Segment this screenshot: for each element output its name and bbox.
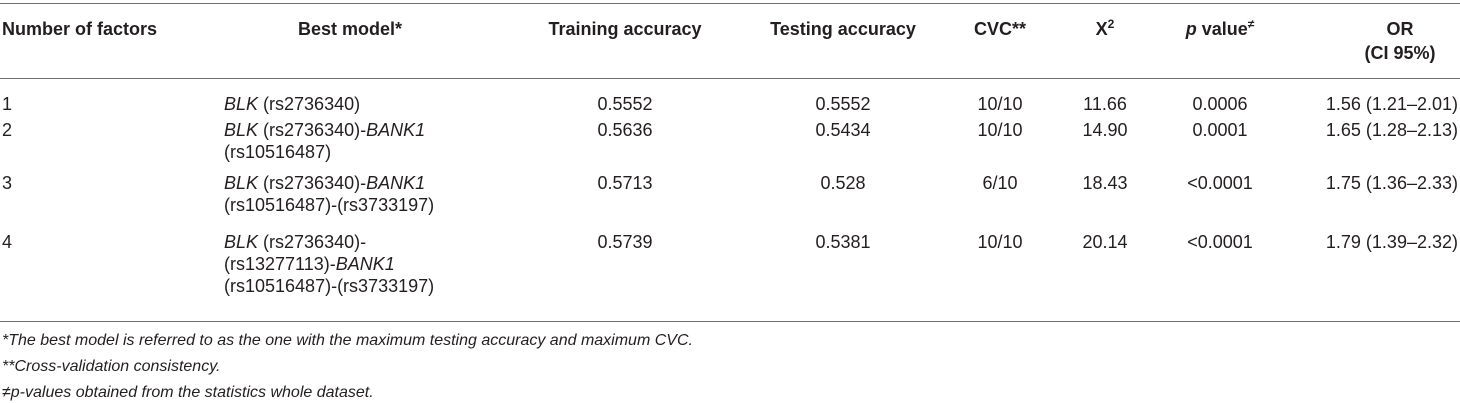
- table-top-rule: [0, 3, 1460, 4]
- row-4-model: BLK (rs2736340)- (rs13277113)-BANK1 (rs1…: [224, 232, 435, 296]
- header-cvc: CVC**: [973, 19, 1026, 39]
- row-1-or: 1.56 (1.21–2.01): [1325, 94, 1458, 114]
- header-chi-square: X2: [1095, 17, 1115, 39]
- row-1-p: 0.0006: [1192, 94, 1248, 114]
- row-2-chi: 14.90: [1082, 120, 1128, 140]
- footnote-best-model: *The best model is referred to as the on…: [2, 332, 693, 349]
- row-1-model: BLK (rs2736340): [224, 94, 361, 114]
- header-p-value: p value≠: [1185, 17, 1255, 39]
- row-2-cvc: 10/10: [977, 120, 1023, 140]
- header-training-accuracy: Training accuracy: [548, 19, 702, 39]
- row-4-testing: 0.5381: [815, 232, 871, 252]
- row-1-cvc: 10/10: [977, 94, 1023, 114]
- footnote-p-value: ≠p-values obtained from the statistics w…: [2, 384, 374, 401]
- row-1-factors: 1: [2, 94, 13, 114]
- row-4-chi: 20.14: [1082, 232, 1128, 252]
- row-3-training: 0.5713: [597, 173, 653, 193]
- row-3-factors: 3: [2, 173, 13, 193]
- row-2-model: BLK (rs2736340)-BANK1 (rs10516487): [224, 120, 426, 162]
- row-3-model: BLK (rs2736340)-BANK1 (rs10516487)-(rs37…: [224, 173, 435, 215]
- header-bottom-rule: [0, 78, 1460, 79]
- row-4-cvc: 10/10: [977, 232, 1023, 252]
- row-2-testing: 0.5434: [815, 120, 871, 140]
- row-3-or: 1.75 (1.36–2.33): [1325, 173, 1458, 193]
- header-testing-accuracy: Testing accuracy: [770, 19, 916, 39]
- row-4-or: 1.79 (1.39–2.32): [1325, 232, 1458, 252]
- row-3-chi: 18.43: [1082, 173, 1128, 193]
- row-2-or: 1.65 (1.28–2.13): [1325, 120, 1458, 140]
- footnote-cvc: **Cross-validation consistency.: [2, 358, 221, 375]
- row-1-testing: 0.5552: [815, 94, 871, 114]
- table-bottom-rule: [0, 321, 1460, 322]
- row-3-testing: 0.528: [820, 173, 866, 193]
- header-best-model: Best model*: [298, 19, 403, 39]
- row-4-p: <0.0001: [1187, 232, 1253, 252]
- row-3-cvc: 6/10: [982, 173, 1018, 193]
- row-2-p: 0.0001: [1192, 120, 1248, 140]
- row-2-factors: 2: [2, 120, 13, 140]
- row-4-factors: 4: [2, 232, 13, 252]
- header-odds-ratio: OR (CI 95%): [1364, 19, 1436, 63]
- row-2-training: 0.5636: [597, 120, 653, 140]
- row-1-training: 0.5552: [597, 94, 653, 114]
- row-4-training: 0.5739: [597, 232, 653, 252]
- row-1-chi: 11.66: [1083, 94, 1127, 114]
- header-number-of-factors: Number of factors: [2, 19, 158, 39]
- row-3-p: <0.0001: [1187, 173, 1253, 193]
